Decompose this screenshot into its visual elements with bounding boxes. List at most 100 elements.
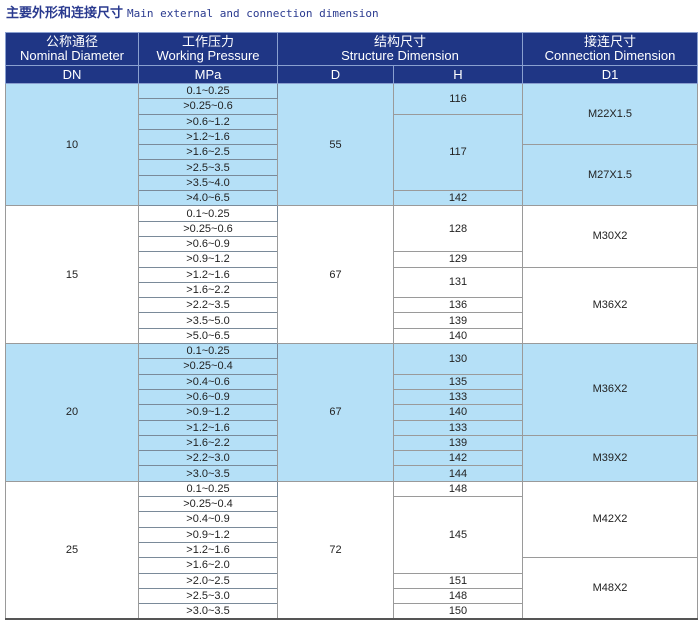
pressure-cell: >0.6~1.2 (138, 113, 278, 130)
table-row: >4.0~6.5 142 (6, 190, 698, 207)
pressure-cell: >1.6~2.5 (138, 144, 278, 161)
h-cell: 150 (393, 603, 523, 620)
table-row: >1.2~1.6 133 (6, 419, 698, 436)
table-row: >2.2~3.0 142 (6, 450, 698, 467)
header-working-pressure: 工作压力 Working Pressure (138, 32, 278, 66)
dn-cell: 25 (5, 480, 139, 620)
table-row: >2.2~3.5 136 (6, 297, 698, 314)
table-row: >1.6~2.2 (6, 281, 698, 299)
h-cell: 133 (393, 388, 523, 406)
pressure-cell: 0.1~0.25 (138, 205, 278, 222)
d1-cell: M48X2 (522, 557, 698, 620)
pressure-cell: >2.0~2.5 (138, 572, 278, 589)
d1-cell: M22X1.5 (522, 82, 698, 146)
table-row: 10 0.1~0.25 55 116 M22X1.5 (5, 82, 698, 207)
table-row: >3.0~3.5 150 (6, 603, 698, 620)
d-cell: 55 (277, 82, 394, 207)
table-row: >1.6~2.5 M27X1.5 (6, 144, 698, 207)
header-d1: D1 (522, 65, 698, 84)
d1-cell: M42X2 (522, 480, 698, 559)
pressure-cell: >0.4~0.9 (138, 511, 278, 528)
pressure-cell: >1.2~1.6 (138, 541, 278, 559)
pressure-cell: >1.2~1.6 (138, 128, 278, 146)
pressure-cell: >3.5~5.0 (138, 312, 278, 329)
table-row: >0.9~1.2 (6, 526, 698, 543)
pressure-cell: >5.0~6.5 (138, 327, 278, 345)
pressure-cell: >0.9~1.2 (138, 404, 278, 421)
dn-cell: 15 (5, 205, 139, 345)
pressure-cell: >3.0~3.5 (138, 603, 278, 620)
table-row: >0.6~1.2 117 (6, 113, 698, 192)
pressure-cell: >1.2~1.6 (138, 419, 278, 436)
table-row: >0.6~0.9 (6, 235, 698, 253)
pressure-cell: >1.2~1.6 (138, 266, 278, 283)
d-cell: 67 (277, 343, 394, 482)
header-connection-dimension: 接连尺寸 Connection Dimension (522, 32, 698, 66)
header-row-main: 公称通径 Nominal Diameter 工作压力 Working Pressur… (5, 32, 698, 66)
dn-cell: 20 (5, 343, 139, 482)
table-row: 15 0.1~0.25 67 128 M30X2 (5, 205, 698, 345)
table-row: >0.4~0.9 (6, 511, 698, 528)
table-row: >3.0~3.5 144 (6, 465, 698, 482)
h-cell: 116 (393, 83, 523, 115)
d1-cell: M30X2 (522, 205, 698, 268)
pressure-cell: >2.2~3.0 (138, 450, 278, 467)
h-cell: 142 (393, 190, 523, 207)
table-row: >1.2~1.6 (6, 128, 698, 146)
pressure-cell: >0.4~0.6 (138, 373, 278, 390)
h-cell: 140 (393, 404, 523, 421)
pressure-cell: >0.25~0.6 (138, 220, 278, 237)
h-cell: 142 (393, 450, 523, 467)
table-row: >1.6~2.0 M48X2 (6, 557, 698, 620)
pressure-cell: >1.6~2.2 (138, 434, 278, 452)
pressure-cell: >1.6~2.0 (138, 557, 278, 574)
h-cell: 145 (393, 496, 523, 574)
pressure-cell: >0.25~0.6 (138, 98, 278, 115)
header-structure-dimension: 结构尺寸 Structure Dimension (277, 32, 523, 66)
table-row: >0.6~0.9 133 (6, 388, 698, 406)
table-row: >1.6~2.2 139 M39X2 (6, 434, 698, 482)
pressure-cell: >1.6~2.2 (138, 281, 278, 299)
h-cell: 128 (393, 205, 523, 253)
pressure-cell: >2.5~3.0 (138, 587, 278, 605)
table-row: >0.9~1.2 129 (6, 251, 698, 268)
pressure-cell: 0.1~0.25 (138, 480, 278, 498)
d1-cell: M36X2 (522, 343, 698, 436)
pressure-cell: >4.0~6.5 (138, 190, 278, 207)
table-row: >1.2~1.6 131 M36X2 (6, 266, 698, 345)
table-row: >2.5~3.0 148 (6, 587, 698, 605)
h-cell: 148 (393, 480, 523, 498)
dn-cell: 10 (5, 82, 139, 207)
d-cell: 72 (277, 480, 394, 620)
pressure-cell: >0.6~0.9 (138, 235, 278, 253)
table-row: >0.25~0.6 (6, 98, 698, 115)
table-body: 10 0.1~0.25 55 116 M22X1.5 >0.25~0.6 >0.6~1.2 1… (5, 82, 698, 620)
header-h: H (393, 65, 523, 84)
h-cell: 129 (393, 251, 523, 268)
pressure-cell: >2.5~3.5 (138, 159, 278, 176)
title-cn: 主要外形和连接尺寸 (6, 5, 124, 20)
table-row: >0.25~0.6 (6, 220, 698, 237)
header-d: D (277, 65, 394, 84)
pressure-cell: 0.1~0.25 (138, 82, 278, 100)
h-cell: 148 (393, 587, 523, 605)
h-cell: 139 (393, 312, 523, 329)
d1-cell: M36X2 (522, 266, 698, 345)
h-cell: 135 (393, 373, 523, 390)
pressure-cell: >0.6~0.9 (138, 388, 278, 406)
pressure-cell: >0.9~1.2 (138, 251, 278, 268)
d1-cell: M39X2 (522, 434, 698, 482)
header-nominal-diameter: 公称通径 Nominal Diameter (5, 32, 139, 66)
h-cell: 151 (393, 572, 523, 589)
h-cell: 136 (393, 297, 523, 314)
h-cell: 131 (393, 266, 523, 299)
h-cell: 144 (393, 465, 523, 482)
table-row: 20 0.1~0.25 67 130 M36X2 (5, 343, 698, 482)
pressure-cell: >0.25~0.4 (138, 358, 278, 375)
dimension-table: 公称通径 Nominal Diameter 工作压力 Working Pressur… (5, 32, 698, 621)
table-row: 25 0.1~0.25 72 148 M42X2 (5, 480, 698, 620)
pressure-cell: >3.5~4.0 (138, 174, 278, 192)
table-row: >3.5~5.0 139 (6, 312, 698, 329)
table-row: >0.25~0.4 145 (6, 496, 698, 574)
h-cell: 133 (393, 419, 523, 436)
